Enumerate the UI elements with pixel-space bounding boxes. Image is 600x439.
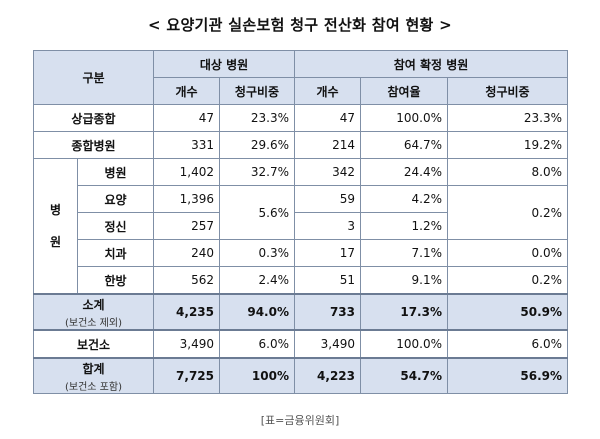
cell: 342 [294, 158, 361, 186]
table-row: 요양 1,396 5.6% 59 4.2% 0.2% [34, 185, 569, 240]
participation-table: 구분 대상 병원 참여 확정 병원 개수 청구비중 개수 참여율 청구비중 상급… [33, 50, 569, 394]
subtotal-label: 소계 (보건소 제외) [33, 293, 154, 331]
cell: 1,402 [153, 158, 220, 186]
total-row: 합계 (보건소 포함) 7,725 100% 4,223 54.7% 56.9% [33, 357, 569, 394]
cell: 54.7% [360, 357, 448, 394]
cell-merged: 5.6% [219, 185, 295, 240]
hospital-group-label-bottom: 원 [49, 235, 62, 249]
cell: 56.9% [446, 357, 569, 394]
table-title: < 요양기관 실손보험 청구 전산화 참여 현황 > [147, 16, 453, 34]
cell: 3 [294, 212, 361, 240]
cell: 3,490 [153, 329, 220, 359]
cell: 6.0% [446, 329, 569, 359]
cell: 32.7% [219, 158, 295, 186]
cell: 47 [153, 104, 220, 132]
cell: 9.1% [360, 266, 448, 295]
cell: 562 [153, 266, 220, 295]
cell-merged: 0.2% [446, 185, 569, 240]
table-row: 치과 240 0.3% 17 7.1% 0.0% [34, 239, 569, 267]
cell: 257 [153, 212, 220, 240]
table-row: 종합병원 331 29.6% 214 64.7% 19.2% [33, 131, 569, 159]
total-label: 합계 (보건소 포함) [33, 357, 154, 394]
cell: 47 [294, 104, 361, 132]
cell: 4.2% [360, 185, 448, 213]
cell: 4,223 [294, 357, 361, 394]
cell: 1.2% [360, 212, 448, 240]
cell: 8.0% [446, 158, 569, 186]
subtotal-row: 소계 (보건소 제외) 4,235 94.0% 733 17.3% 50.9% [33, 293, 569, 331]
total-sublabel: (보건소 포함) [65, 381, 122, 393]
row-label: 병원 [77, 158, 154, 186]
cell: 17.3% [360, 293, 448, 331]
header-confirmed-share: 청구비중 [446, 77, 569, 105]
table-row: 한방 562 2.4% 51 9.1% 0.2% [34, 266, 569, 295]
cell: 733 [294, 293, 361, 331]
subtotal-sublabel: (보건소 제외) [65, 317, 122, 329]
header-category: 구분 [33, 50, 154, 105]
subtotal-label-text: 소계 [82, 297, 105, 312]
cell: 331 [153, 131, 220, 159]
cell: 17 [294, 239, 361, 267]
header-target-hospitals: 대상 병원 [153, 50, 295, 78]
cell: 7,725 [153, 357, 220, 394]
row-label: 종합병원 [33, 131, 154, 159]
cell: 94.0% [219, 293, 295, 331]
cell: 3,490 [294, 329, 361, 359]
row-label: 상급종합 [33, 104, 154, 132]
cell: 23.3% [219, 104, 295, 132]
header-confirmed-count: 개수 [294, 77, 361, 105]
cell: 0.3% [219, 239, 295, 267]
cell: 7.1% [360, 239, 448, 267]
cell: 59 [294, 185, 361, 213]
row-label: 정신 [77, 212, 154, 240]
cell: 100% [219, 357, 295, 394]
cell: 240 [153, 239, 220, 267]
table-row: 정신 257 3 1.2% [34, 212, 568, 240]
cell: 0.2% [446, 266, 569, 295]
row-label: 요양 [77, 185, 154, 213]
cell: 214 [294, 131, 361, 159]
row-label: 보건소 [33, 329, 154, 359]
header-target-count: 개수 [153, 77, 220, 105]
cell: 100.0% [360, 329, 448, 359]
cell: 50.9% [446, 293, 569, 331]
cell: 24.4% [360, 158, 448, 186]
table-row: 보건소 3,490 6.0% 3,490 100.0% 6.0% [33, 329, 569, 359]
row-label: 치과 [77, 239, 154, 267]
hospital-group-label: 병 원 [33, 158, 78, 295]
cell: 1,396 [153, 185, 220, 213]
source-credit: [표=금융위원회] [260, 414, 340, 427]
table-row: 상급종합 47 23.3% 47 100.0% 23.3% [33, 104, 569, 132]
header-target-share: 청구비중 [219, 77, 295, 105]
header-row-group: 구분 대상 병원 참여 확정 병원 [33, 50, 569, 105]
header-row-sub: 개수 청구비중 개수 참여율 청구비중 [34, 77, 569, 105]
row-label: 한방 [77, 266, 154, 295]
hospital-group-label-top: 병 [49, 203, 62, 217]
cell: 29.6% [219, 131, 295, 159]
cell: 23.3% [446, 104, 569, 132]
cell: 4,235 [153, 293, 220, 331]
table-row: 병 원 병원 1,402 32.7% 342 24.4% 8.0% [33, 158, 569, 295]
cell: 0.0% [446, 239, 569, 267]
header-confirmed-rate: 참여율 [360, 77, 448, 105]
cell: 51 [294, 266, 361, 295]
cell: 19.2% [446, 131, 569, 159]
cell: 2.4% [219, 266, 295, 295]
total-label-text: 합계 [82, 361, 105, 376]
cell: 64.7% [360, 131, 448, 159]
cell: 6.0% [219, 329, 295, 359]
cell: 100.0% [360, 104, 448, 132]
header-confirmed-hospitals: 참여 확정 병원 [293, 50, 569, 78]
